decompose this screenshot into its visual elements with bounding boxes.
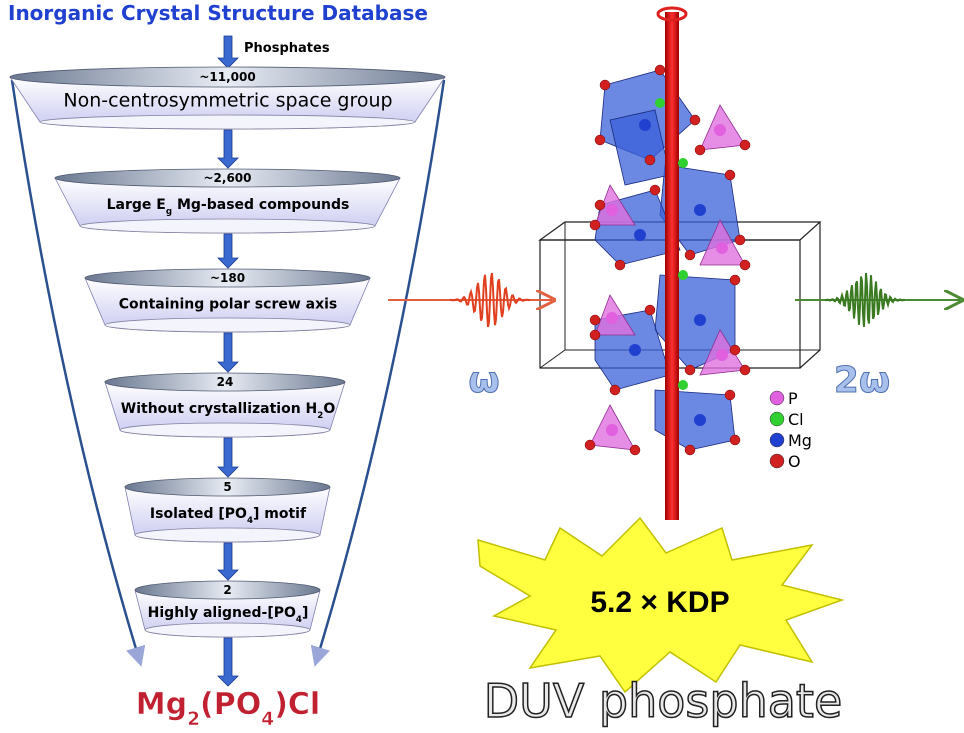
legend-swatch: [769, 411, 785, 427]
legend-swatch: [769, 390, 785, 406]
text-part: Mg: [136, 687, 187, 722]
text-part: Non-centrosymmetric space group: [63, 90, 392, 112]
input-wave: [450, 272, 530, 328]
legend-swatch: [769, 453, 785, 469]
crystal-structure: [538, 6, 822, 520]
flow-arrow: [217, 332, 239, 373]
side-arrow: [310, 79, 446, 667]
stage-count: ~2,600: [203, 171, 251, 185]
stage-count: 24: [217, 375, 234, 389]
stage-bottom: [144, 622, 311, 638]
stage-top: [104, 372, 346, 392]
text-part: g: [166, 207, 172, 217]
text-part: O: [323, 401, 335, 417]
flow-arrow: [217, 35, 239, 69]
stage-top: [124, 477, 331, 497]
stage-label: Non-centrosymmetric space group: [63, 90, 392, 112]
stage-bottom: [134, 527, 321, 543]
stage-count: 2: [223, 583, 231, 597]
stage-top: [9, 66, 446, 88]
stage-top: [54, 168, 401, 188]
text-part: Containing polar screw axis: [119, 297, 338, 313]
omega-label: ω: [468, 360, 499, 401]
text-part: 4: [261, 709, 274, 730]
stage-label: Without crystallization H2O: [121, 401, 336, 421]
stage-label: Highly aligned-[PO4]: [148, 605, 309, 625]
legend-label: P: [788, 389, 798, 408]
text-part: ] motif: [253, 506, 307, 522]
text-part: Mg-based compounds: [172, 197, 349, 213]
side-arrow: [10, 79, 146, 667]
stage-count: ~11,000: [199, 70, 255, 84]
stage-label: Isolated [PO4] motif: [150, 506, 307, 526]
stage-label: Large Eg Mg-based compounds: [107, 197, 350, 217]
flow-arrow: [217, 637, 239, 687]
stage-label: Containing polar screw axis: [119, 297, 338, 313]
output-wave: [825, 273, 905, 327]
text-part: Large E: [107, 197, 166, 213]
funnel: ~11,000 Non-centrosymmetric space group ~2…: [9, 35, 446, 687]
stage-top: [134, 580, 321, 600]
starburst: [477, 516, 845, 694]
flow-arrow: [217, 437, 239, 478]
text-part: (PO: [200, 687, 261, 722]
double-omega-label: 2ω: [834, 360, 890, 401]
legend-swatch: [769, 432, 785, 448]
stage-count: 5: [223, 480, 231, 494]
performance: 5.2 × KDP: [590, 586, 729, 619]
legend-label: Mg: [788, 431, 812, 450]
legend-label: O: [788, 452, 801, 471]
title: Inorganic Crystal Structure Database: [8, 1, 428, 25]
stage-bottom: [104, 317, 351, 333]
source-label: Phosphates: [244, 41, 330, 56]
text-part: 4: [247, 516, 253, 526]
text-part: 2: [187, 709, 200, 730]
flow-arrow: [217, 129, 239, 169]
text-part: Without crystallization H: [121, 401, 318, 417]
stage-bottom: [79, 218, 376, 234]
legend-label: Cl: [788, 410, 804, 429]
screw-axis: [665, 12, 679, 520]
stage-count: ~180: [210, 271, 245, 285]
legend: P Cl Mg O: [769, 389, 812, 471]
result-compound: Mg2(PO4)Cl: [136, 687, 320, 730]
stage-bottom: [39, 114, 416, 130]
text-part: 4: [296, 615, 302, 625]
flow-arrow: [217, 233, 239, 269]
stage-top: [84, 268, 371, 288]
stage-bottom: [119, 422, 331, 438]
text-part: )Cl: [274, 687, 320, 722]
text-part: Highly aligned-[PO: [148, 605, 296, 621]
flow-arrow: [217, 542, 239, 581]
text-part: Isolated [PO: [150, 506, 247, 522]
caption: DUV phosphate: [484, 674, 843, 728]
text-part: 2: [317, 411, 323, 421]
text-part: ]: [302, 605, 308, 621]
